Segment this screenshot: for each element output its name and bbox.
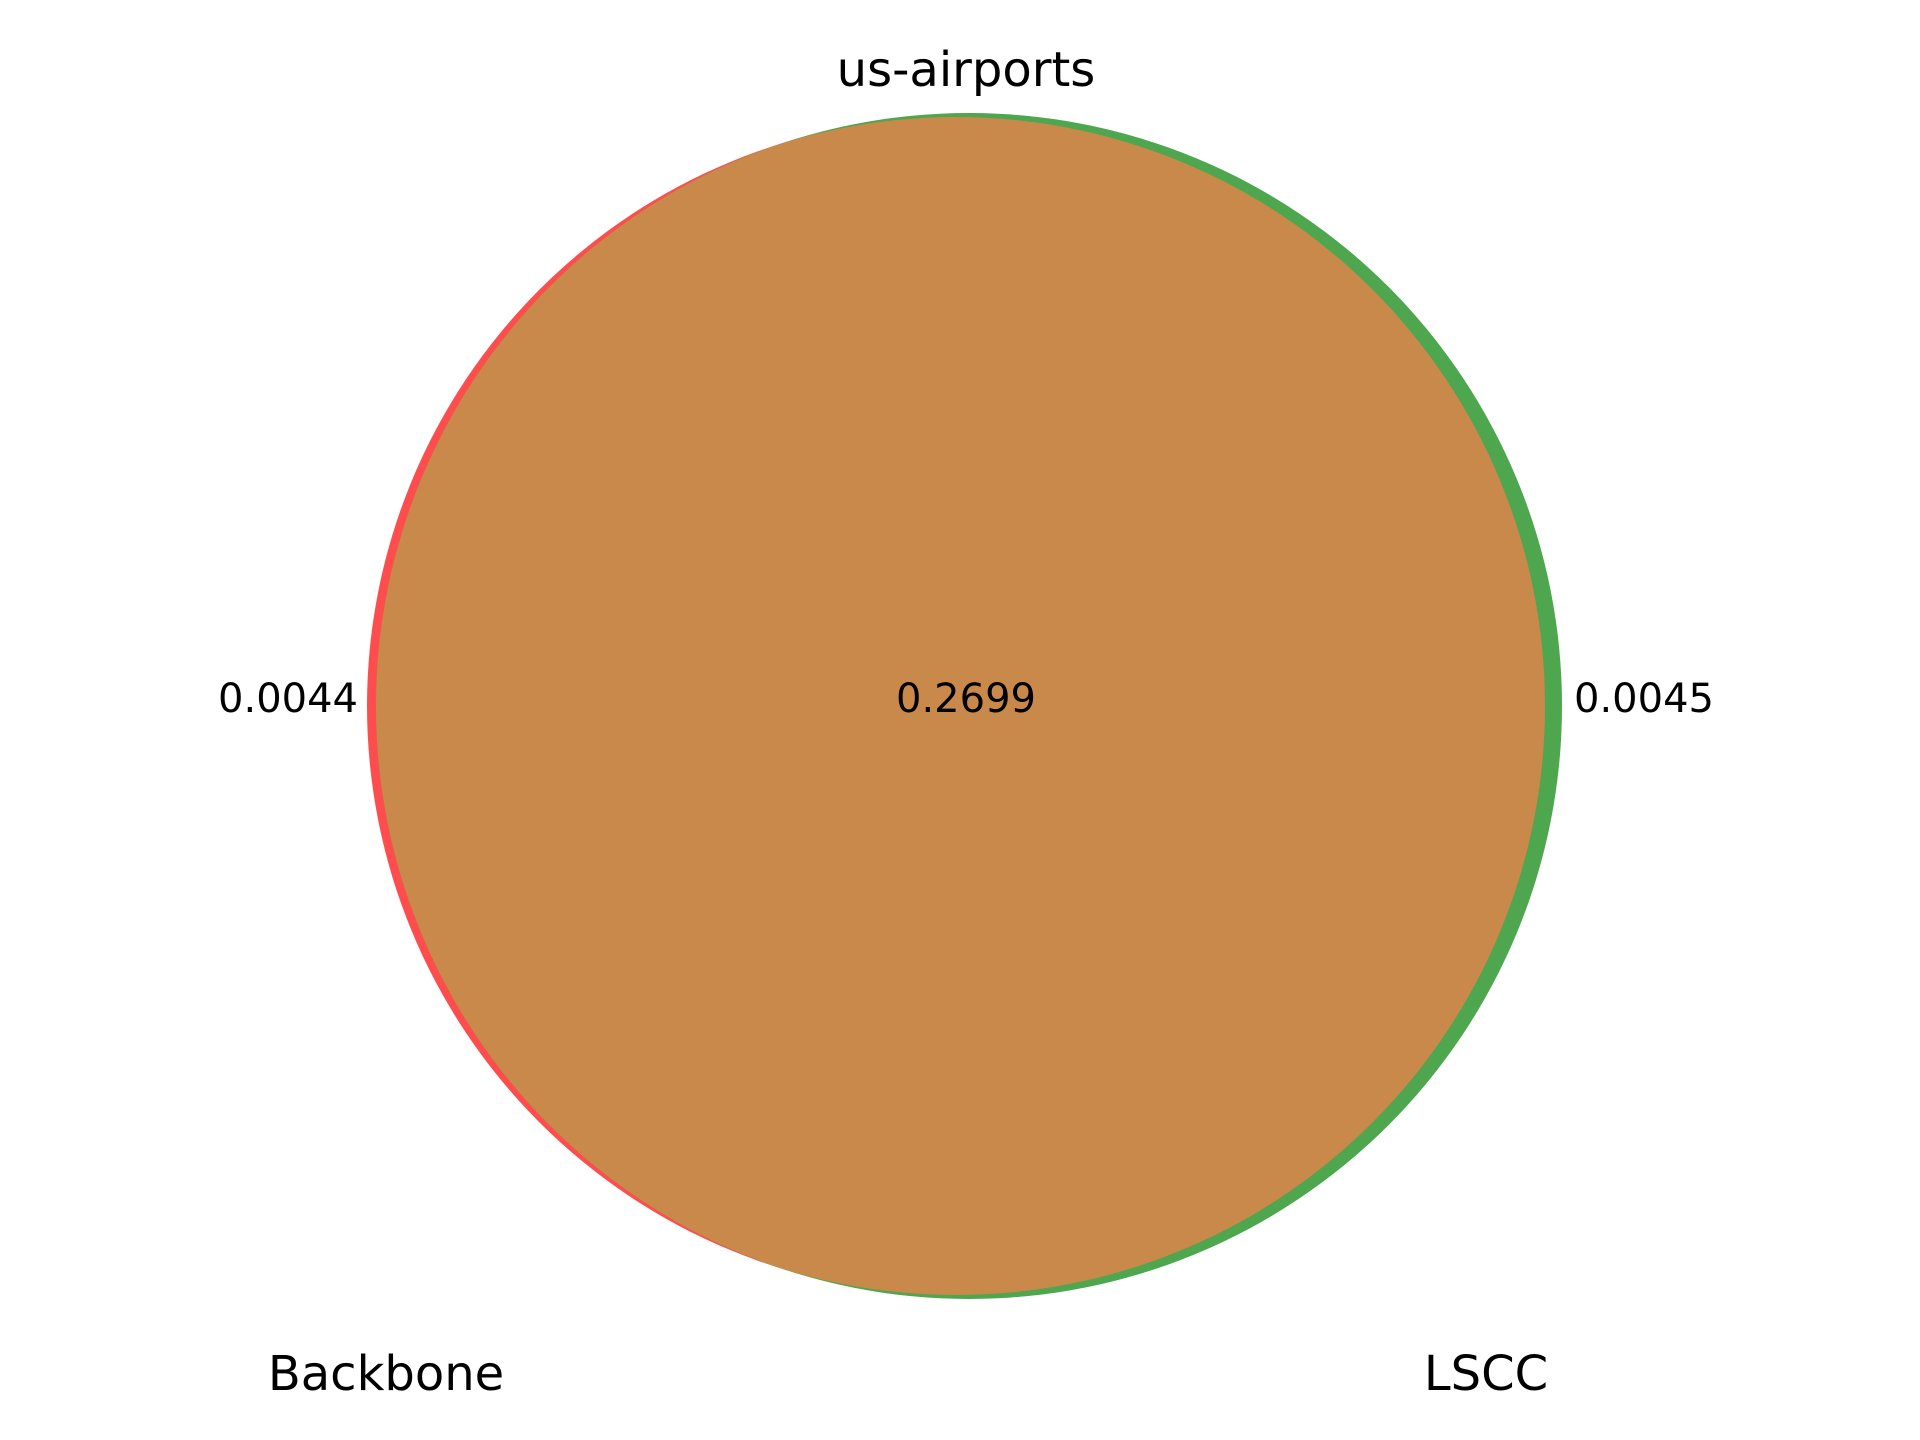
intersection-region — [376, 117, 1545, 1295]
backbone-only-value: 0.0044 — [218, 676, 358, 722]
diagram-title: us-airports — [837, 42, 1096, 98]
backbone-set-label: Backbone — [268, 1346, 504, 1402]
intersection-value: 0.2699 — [896, 676, 1036, 722]
lscc-set-label: LSCC — [1424, 1346, 1548, 1402]
lscc-only-value: 0.0045 — [1574, 676, 1714, 722]
